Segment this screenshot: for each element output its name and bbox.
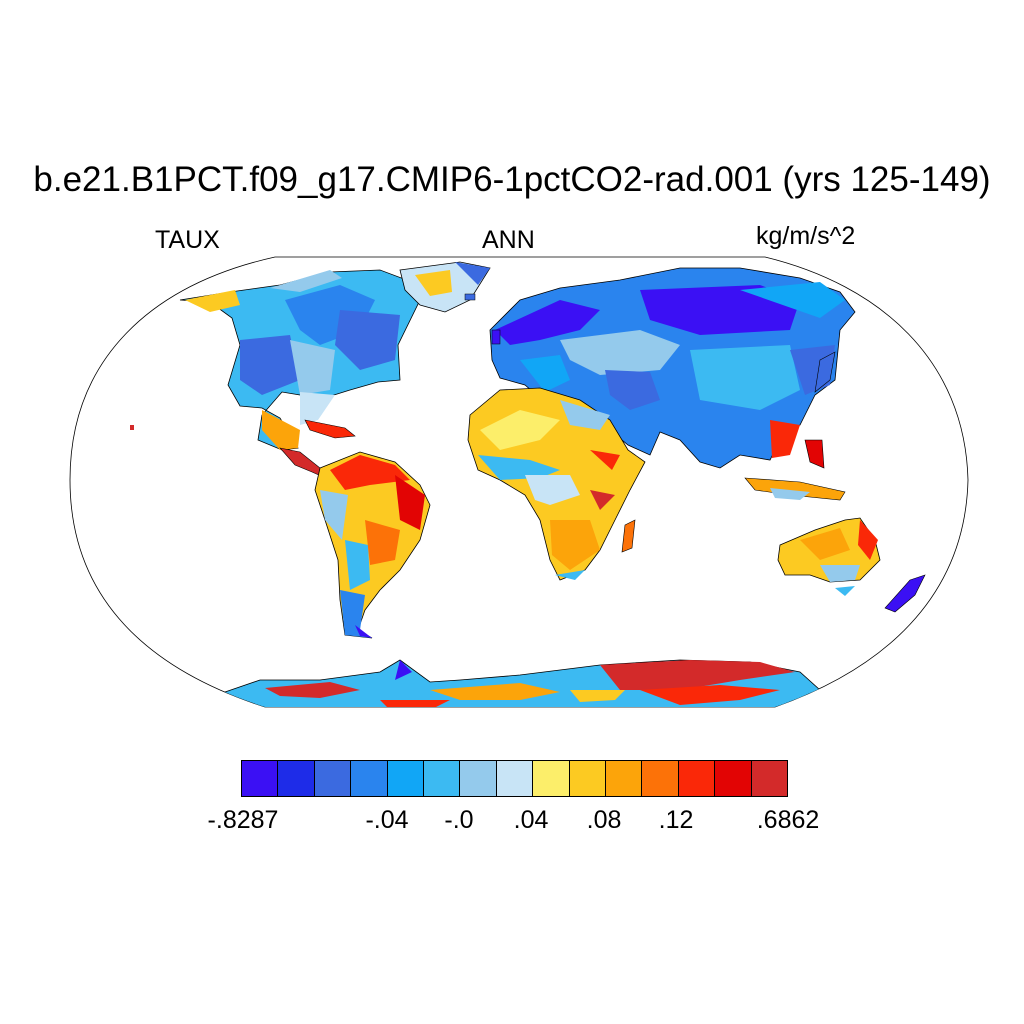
colorbar <box>241 760 788 797</box>
land-north-america <box>179 269 421 451</box>
field-label: TAUX <box>155 226 220 254</box>
land-australia <box>777 517 881 596</box>
land-madagascar <box>621 519 636 553</box>
land-africa <box>467 387 646 581</box>
colorbar-tick-label: -.0 <box>444 806 474 834</box>
colorbar-box <box>460 761 497 796</box>
colorbar-box <box>242 761 279 796</box>
colorbar-box <box>678 761 716 796</box>
colorbar-tick-label: -.8287 <box>207 806 279 834</box>
colorbar-box <box>715 761 752 796</box>
colorbar-tick-label: .12 <box>658 806 694 834</box>
colorbar-box <box>424 761 461 796</box>
colorbar-tick-label: .08 <box>586 806 622 834</box>
colorbar-box <box>606 761 643 796</box>
season-label: ANN <box>482 226 535 254</box>
colorbar-box <box>351 761 388 796</box>
colorbar-box <box>642 761 679 796</box>
colorbar-box <box>278 761 315 796</box>
colorbar-box <box>751 761 788 796</box>
land-east-asia-islands <box>744 351 846 501</box>
land-new-zealand <box>884 574 926 613</box>
land-british-isles <box>491 329 501 345</box>
plot-title: b.e21.B1PCT.f09_g17.CMIP6-1pctCO2-rad.00… <box>33 160 991 199</box>
colorbar-tick-label: .04 <box>513 806 549 834</box>
units-label: kg/m/s^2 <box>756 222 856 250</box>
colorbar-box <box>533 761 570 796</box>
colorbar-tick-label: -.04 <box>365 806 409 834</box>
land-south-america <box>314 451 431 639</box>
colorbar-box <box>569 761 607 796</box>
land-iceland <box>464 293 476 301</box>
colorbar-tick-label: .6862 <box>756 806 820 834</box>
land-antarctica <box>214 659 821 707</box>
colorbar-box <box>496 761 534 796</box>
land-eurasia <box>489 267 856 469</box>
colorbar-box <box>314 761 352 796</box>
colorbar-box <box>387 761 425 796</box>
land-hawaii <box>130 425 134 430</box>
